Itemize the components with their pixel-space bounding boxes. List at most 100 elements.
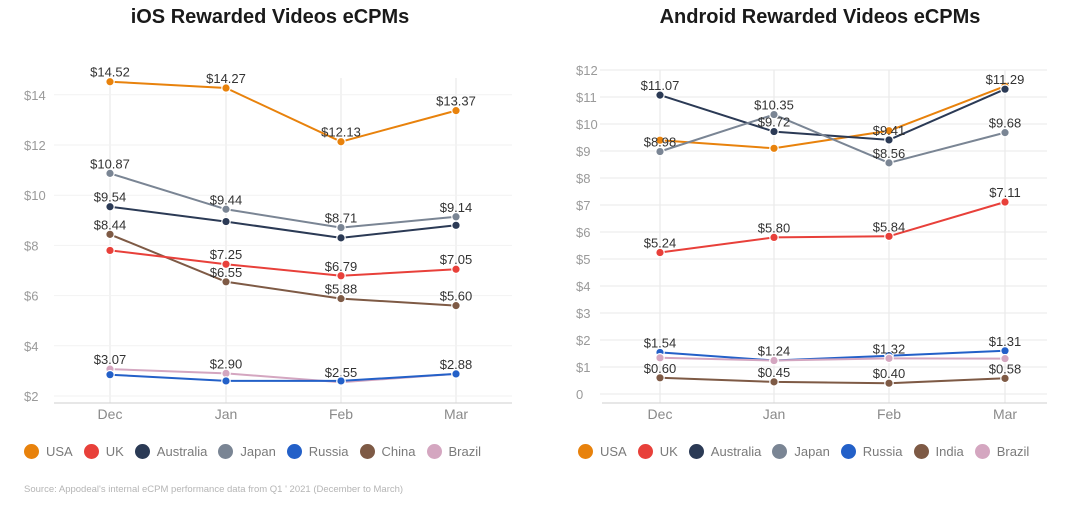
legend-item-japan: Japan [218, 444, 276, 459]
data-point-china [105, 229, 115, 240]
data-label: $5.60 [440, 289, 473, 304]
data-point-uk [221, 259, 231, 270]
data-label: $9.14 [440, 200, 473, 215]
data-point-australia [105, 201, 115, 212]
data-label: $10.87 [90, 156, 130, 171]
data-label: $7.11 [989, 185, 1021, 200]
data-point-japan [769, 109, 779, 120]
data-point-uk [769, 232, 779, 243]
data-point-usa [655, 135, 665, 145]
data-label: $6.55 [210, 265, 243, 280]
y-tick-label: $9 [576, 144, 590, 159]
series-line-india [659, 376, 1006, 385]
data-point-australia [655, 90, 665, 100]
legend-item-china: China [359, 444, 416, 459]
legend-swatch [286, 444, 302, 459]
series-line-russia [659, 349, 1006, 362]
android-legend: USA UK Australia Japan Russia India Brazil [578, 444, 1040, 459]
data-point-japan [655, 146, 665, 157]
series-line-russia [109, 372, 457, 382]
data-label: $9.41 [873, 123, 906, 138]
data-point-india [1000, 373, 1010, 384]
series-line-australia [659, 88, 1006, 141]
y-tick-label: $12 [576, 63, 598, 78]
data-label: $10.35 [754, 98, 794, 113]
x-tick-label: Mar [993, 406, 1017, 422]
y-tick-label: $11 [576, 90, 597, 105]
data-label: $13.37 [436, 94, 476, 109]
legend-item-brazil: Brazil [426, 444, 482, 459]
data-label: $8.71 [325, 211, 358, 226]
legend-label: Japan [240, 444, 276, 459]
y-tick-label: $7 [576, 198, 590, 213]
legend-item-australia: Australia [688, 444, 762, 459]
y-tick-label: $8 [24, 238, 38, 253]
data-label: $5.24 [644, 236, 677, 251]
data-point-brazil [884, 353, 894, 364]
legend-swatch [840, 444, 856, 459]
y-tick-label: $5 [576, 252, 590, 267]
data-label: $5.84 [873, 219, 906, 234]
legend-swatch [134, 444, 150, 459]
legend-item-usa: USA [578, 444, 627, 459]
data-point-russia [221, 376, 231, 386]
data-point-australia [1000, 84, 1010, 94]
legend-label: India [935, 444, 964, 459]
data-point-uk [1000, 197, 1010, 207]
series-line-brazil [659, 356, 1006, 362]
data-label: $9.54 [94, 190, 127, 205]
x-tick-label: Dec [648, 406, 673, 422]
data-point-usa [884, 125, 894, 136]
legend-label: Brazil [448, 444, 482, 459]
source-note: Source: Appodeal's internal eCPM perform… [24, 484, 404, 495]
android-chart-title: Android Rewarded Videos eCPMs [659, 6, 981, 28]
data-point-australia [221, 216, 231, 227]
data-point-japan [336, 222, 346, 233]
data-point-australia [884, 135, 894, 145]
legend-label: Russia [862, 444, 903, 459]
data-label: $5.80 [758, 220, 791, 235]
legend-swatch [359, 444, 375, 459]
legend-label: Australia [710, 444, 762, 459]
y-tick-label: $4 [576, 279, 590, 294]
legend-item-usa: USA [24, 444, 73, 459]
y-tick-label: $2 [24, 389, 38, 404]
data-label: $8.56 [873, 146, 906, 161]
y-tick-label: $8 [576, 171, 590, 186]
data-label: $11.29 [986, 72, 1025, 87]
data-label: $6.79 [325, 259, 358, 274]
data-label: $0.58 [989, 361, 1022, 376]
ios-chart-title: iOS Rewarded Videos eCPMs [130, 6, 410, 28]
legend-item-australia: Australia [134, 444, 208, 459]
data-label: $0.60 [644, 361, 677, 376]
data-point-brazil [769, 355, 779, 366]
data-label: $8.98 [644, 135, 677, 150]
y-tick-label: $10 [24, 188, 46, 203]
x-tick-label: Feb [329, 406, 353, 422]
series-line-uk [109, 249, 457, 277]
data-point-usa [769, 143, 779, 154]
legend-label: UK [105, 444, 124, 459]
legend-swatch [974, 444, 990, 459]
legend-swatch [637, 444, 653, 459]
legend-item-uk: UK [83, 444, 124, 459]
data-label: $14.27 [206, 71, 246, 86]
data-point-russia [105, 369, 115, 380]
y-tick-label: $4 [24, 339, 38, 354]
data-label: $9.72 [758, 115, 791, 130]
data-label: $7.25 [210, 247, 243, 262]
legend-swatch [83, 444, 99, 459]
series-line-japan [659, 113, 1006, 164]
legend-label: USA [600, 444, 627, 459]
data-label: $1.24 [758, 344, 791, 359]
legend-label: Australia [156, 444, 208, 459]
data-label: $0.40 [873, 366, 906, 381]
series-line-uk [659, 201, 1006, 254]
legend-label: Brazil [996, 444, 1030, 459]
data-label: $9.44 [210, 192, 243, 207]
data-label: $9.68 [989, 116, 1022, 131]
data-point-japan [105, 168, 115, 179]
data-point-japan [884, 158, 894, 168]
data-point-japan [221, 204, 231, 215]
data-point-usa [105, 76, 115, 87]
